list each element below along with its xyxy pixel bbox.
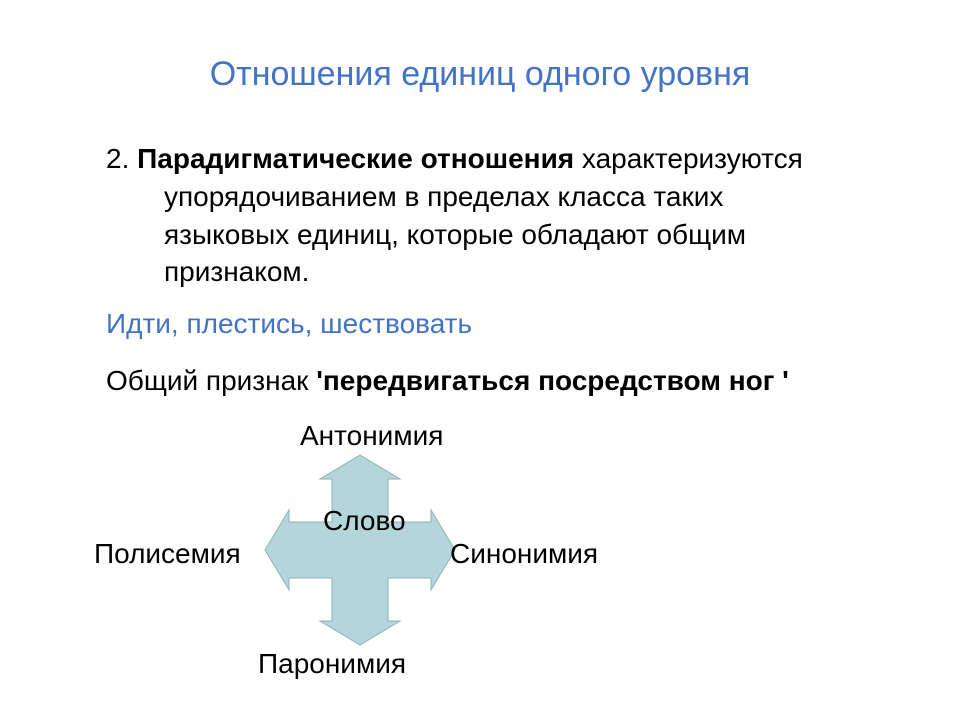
- slide: Отношения единиц одного уровня 2. Паради…: [0, 0, 960, 720]
- diagram-label-bottom: Паронимия: [258, 648, 406, 680]
- diagram-label-right: Синонимия: [450, 538, 598, 570]
- diagram-label-left: Полисемия: [94, 538, 241, 570]
- diagram-label-top: Антонимия: [300, 420, 443, 452]
- term-bold: Парадигматические отношения: [137, 143, 574, 174]
- example-line: Идти, плестись, шествовать: [106, 308, 472, 340]
- slide-title-text: Отношения единиц одного уровня: [210, 55, 751, 93]
- common-feature-line: Общий признак 'передвигаться посредством…: [106, 365, 789, 397]
- slide-title: Отношения единиц одного уровня: [0, 55, 960, 94]
- item-number: 2.: [106, 143, 137, 174]
- definition-rest: упорядочиванием в пределах класса таких …: [106, 178, 846, 291]
- definition-tail: характеризуются: [574, 143, 803, 174]
- common-bold: 'передвигаться посредством ног ': [316, 365, 789, 396]
- definition-paragraph: 2. Парадигматические отношения характери…: [106, 140, 846, 291]
- common-prefix: Общий признак: [106, 365, 316, 396]
- example-text: Идти, плестись, шествовать: [106, 308, 472, 339]
- cross-diagram: Антонимия Полисемия Синонимия Паронимия …: [0, 420, 960, 700]
- diagram-center-label: Слово: [323, 505, 406, 537]
